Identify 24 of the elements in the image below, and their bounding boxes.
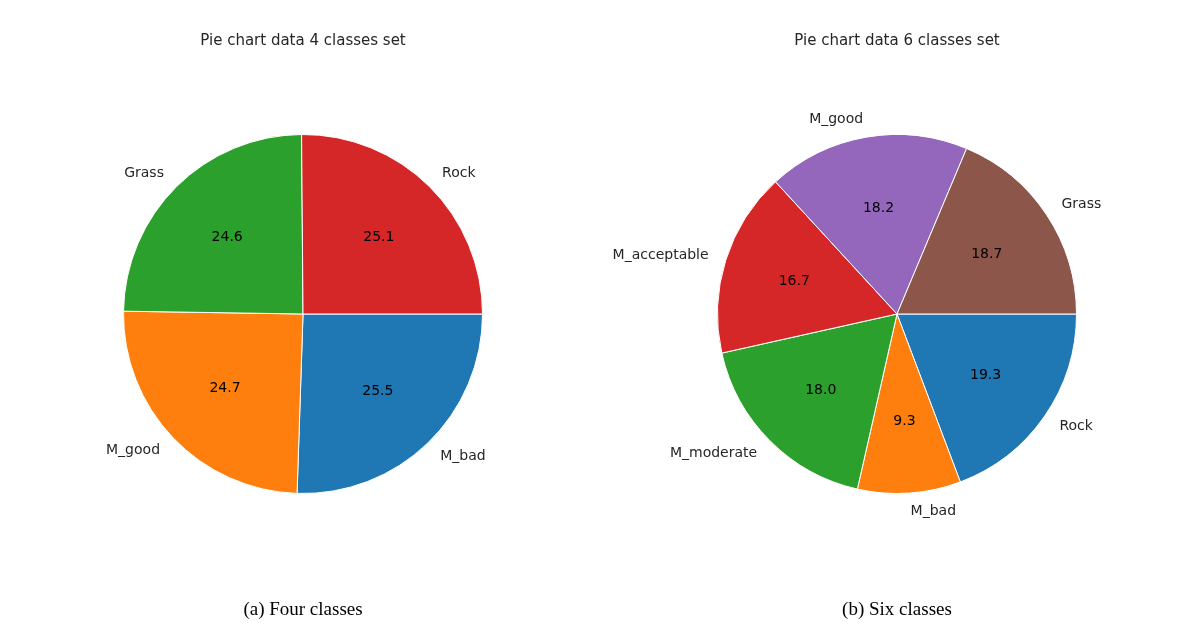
data-label: 18.0 bbox=[805, 380, 837, 397]
text: (a) Four classes bbox=[243, 598, 363, 620]
data-label: 18.7 bbox=[971, 245, 1003, 262]
chart-title: Pie chart data 6 classes set bbox=[794, 30, 1000, 49]
slice-label: M_moderate bbox=[669, 444, 758, 461]
slice-label: M_good bbox=[809, 110, 864, 127]
data-label: 19.3 bbox=[969, 365, 1002, 382]
data-label: 25.1 bbox=[363, 228, 395, 245]
slice-label: M_acceptable bbox=[612, 245, 709, 262]
data-label: 18.2 bbox=[862, 198, 895, 215]
slice-label: Rock bbox=[442, 164, 477, 181]
slice-label: Grass bbox=[124, 164, 164, 181]
slice-label: Grass bbox=[1061, 195, 1102, 212]
slice-label: M_bad bbox=[440, 446, 486, 463]
slice-label: Rock bbox=[1059, 416, 1094, 433]
data-label: 24.7 bbox=[209, 378, 241, 395]
data-label: 24.6 bbox=[211, 228, 243, 245]
slice-label: M_good bbox=[106, 440, 161, 457]
data-label: 25.5 bbox=[362, 382, 394, 399]
data-label: 9.3 bbox=[893, 412, 916, 429]
slice-label: M_bad bbox=[910, 501, 957, 518]
chart-title: Pie chart data 4 classes set bbox=[200, 30, 406, 49]
text: (b) Six classes bbox=[842, 598, 952, 620]
data-label: 16.7 bbox=[778, 272, 810, 289]
